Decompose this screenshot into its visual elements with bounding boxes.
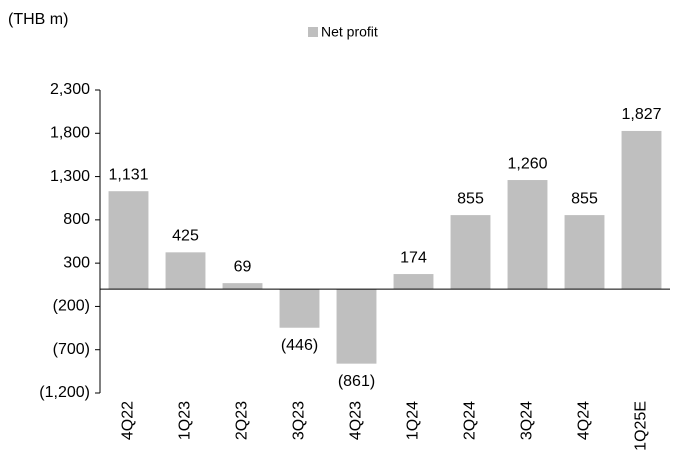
- x-tick-label: 4Q23: [348, 401, 365, 440]
- x-tick-label: 1Q24: [405, 401, 422, 440]
- x-tick-label: 2Q24: [462, 401, 479, 440]
- y-tick-label: (700): [53, 341, 90, 358]
- value-label: 1,260: [507, 155, 547, 172]
- value-label: (446): [281, 337, 318, 354]
- y-tick-label: 1,300: [50, 168, 90, 185]
- bar: [165, 252, 206, 290]
- y-tick-label: 1,800: [50, 125, 90, 142]
- legend-label: Net profit: [321, 24, 378, 40]
- y-tick-label: 300: [63, 254, 90, 271]
- value-label: 174: [400, 249, 427, 266]
- bar: [564, 215, 605, 290]
- value-label: 855: [571, 190, 598, 207]
- y-axis-label: (THB m): [8, 11, 68, 28]
- x-tick-label: 3Q24: [519, 401, 536, 440]
- bar: [222, 283, 263, 290]
- y-tick-label: (1,200): [39, 384, 90, 401]
- bar: [450, 215, 491, 290]
- value-label: 855: [457, 190, 484, 207]
- x-tick-label: 1Q25E: [633, 401, 650, 451]
- bar: [279, 289, 320, 328]
- bar: [507, 180, 548, 290]
- y-tick-label: 800: [63, 211, 90, 228]
- x-tick-label: 1Q23: [177, 401, 194, 440]
- bar: [393, 274, 434, 290]
- x-tick-label: 4Q24: [576, 401, 593, 440]
- x-tick-label: 2Q23: [234, 401, 251, 440]
- y-tick-label: 2,300: [50, 81, 90, 98]
- value-label: 1,827: [621, 106, 661, 123]
- x-tick-label: 3Q23: [291, 401, 308, 440]
- legend-swatch: [308, 27, 318, 37]
- bar: [108, 191, 149, 290]
- value-label: 69: [234, 258, 252, 275]
- bar: [336, 289, 377, 364]
- y-tick-label: (200): [53, 298, 90, 315]
- x-tick-label: 4Q22: [120, 401, 137, 440]
- bar: [621, 130, 662, 290]
- value-label: 1,131: [108, 166, 148, 183]
- value-label: 425: [172, 228, 199, 245]
- value-label: (861): [338, 373, 375, 390]
